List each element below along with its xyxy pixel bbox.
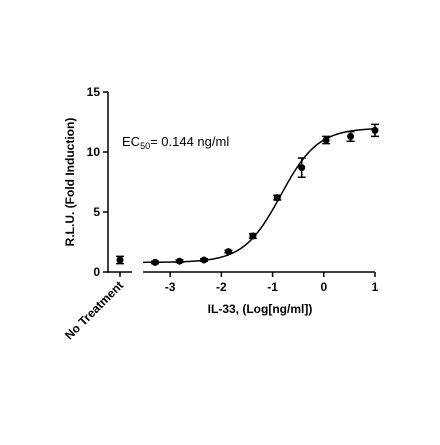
- y-tick-label: 5: [93, 205, 100, 219]
- point: [322, 136, 330, 144]
- y-axis-label: R.L.U. (Fold Induction): [63, 118, 77, 247]
- x-tick-label: 1: [372, 280, 379, 294]
- x-tick-label: -2: [216, 280, 227, 294]
- x-tick-label: 0: [320, 280, 327, 294]
- x-axis-label: IL-33, (Log[ng/ml]): [208, 302, 313, 316]
- annotation-text: EC: [122, 134, 140, 149]
- point: [347, 132, 355, 140]
- annotation-subscript: 50: [140, 141, 150, 151]
- point: [176, 257, 184, 265]
- x-tick-label: -1: [267, 280, 278, 294]
- y-tick-label: 15: [87, 85, 101, 99]
- point: [224, 248, 232, 256]
- point: [371, 126, 379, 134]
- control-point: [116, 256, 124, 264]
- point: [298, 164, 306, 172]
- point: [273, 194, 281, 202]
- x-tick-label: -3: [165, 280, 176, 294]
- point: [151, 258, 159, 266]
- y-tick-label: 0: [93, 265, 100, 279]
- annotation: EC50= 0.144 ng/ml: [122, 134, 229, 151]
- point: [200, 256, 208, 264]
- control-label: No Treatment: [62, 278, 126, 342]
- point: [249, 232, 257, 240]
- y-tick-label: 10: [87, 145, 101, 159]
- annotation-rest: = 0.144 ng/ml: [150, 134, 229, 149]
